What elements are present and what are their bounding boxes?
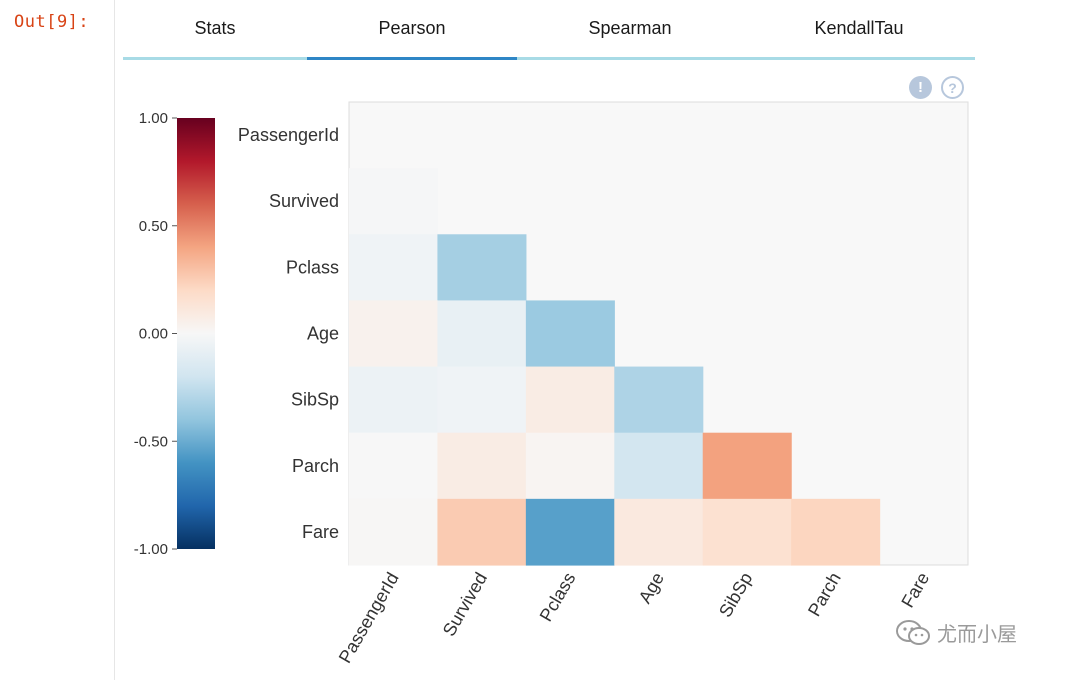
y-tick-label: Age xyxy=(307,323,339,343)
tab-stats[interactable]: Stats xyxy=(194,18,236,38)
heatmap-cell xyxy=(349,498,439,566)
heatmap-cell xyxy=(437,432,527,500)
colorbar: 1.00 0.50 0.00 -0.50 -1.00 xyxy=(134,110,215,558)
y-tick-label: PassengerId xyxy=(238,125,339,145)
y-tick-label: Fare xyxy=(302,522,339,542)
heatmap-cell xyxy=(349,300,439,368)
x-tick-label: SibSp xyxy=(715,569,756,621)
watermark: 尤而小屋 xyxy=(895,618,1017,647)
colorbar-tick-label: -1.00 xyxy=(134,541,168,558)
wechat-icon xyxy=(896,619,930,645)
heatmap-cell xyxy=(437,300,527,368)
heatmap-cell xyxy=(614,498,704,566)
x-tick-label: Survived xyxy=(439,569,491,640)
tab-spearman[interactable]: Spearman xyxy=(588,18,672,38)
heatmap-cell xyxy=(525,300,615,368)
x-tick-label: Parch xyxy=(804,569,845,620)
x-tick-label: Age xyxy=(635,569,668,607)
heatmap-cell xyxy=(614,366,704,434)
colorbar-tick-label: 0.00 xyxy=(139,326,168,343)
colorbar-gradient xyxy=(177,118,215,549)
x-axis-labels: PassengerId Survived Pclass Age SibSp Parch Fa… xyxy=(335,569,933,667)
colorbar-tick-label: 0.50 xyxy=(139,218,168,235)
watermark-text: 尤而小屋 xyxy=(937,624,1017,646)
info-icon[interactable]: ! xyxy=(909,76,932,99)
heatmap-cell xyxy=(437,234,527,302)
y-axis-labels: PassengerId Survived Pclass Age SibSp Parch Fa… xyxy=(238,125,339,542)
colorbar-tick-label: 1.00 xyxy=(139,110,168,127)
heatmap-grid xyxy=(348,101,969,566)
x-tick-label: PassengerId xyxy=(335,569,403,667)
heatmap-cell xyxy=(349,234,439,302)
heatmap-cell xyxy=(349,366,439,434)
y-tick-label: Survived xyxy=(269,191,339,211)
y-tick-label: SibSp xyxy=(291,390,339,410)
tab-kendalltau[interactable]: KendallTau xyxy=(814,18,904,38)
heatmap-cell xyxy=(525,366,615,434)
heatmap-cell xyxy=(349,168,439,235)
heatmap-cell xyxy=(614,432,704,500)
heatmap-cell xyxy=(437,366,527,434)
heatmap-cell xyxy=(702,432,792,500)
output-prompt: Out[9]: xyxy=(14,12,90,32)
cell-left-border xyxy=(114,0,115,680)
y-tick-label: Parch xyxy=(292,456,339,476)
correlation-tabs: Stats Pearson Spearman KendallTau xyxy=(123,0,975,60)
heatmap-cell xyxy=(525,432,615,500)
x-tick-label: Fare xyxy=(897,569,933,611)
heatmap-cell xyxy=(525,498,615,566)
help-icon[interactable]: ? xyxy=(941,76,964,99)
y-tick-label: Pclass xyxy=(286,257,339,277)
heatmap-cell xyxy=(702,498,792,566)
x-tick-label: Pclass xyxy=(536,569,580,625)
heatmap-cell xyxy=(791,498,881,566)
heatmap-cell xyxy=(349,432,439,500)
tab-pearson[interactable]: Pearson xyxy=(307,0,517,60)
heatmap-cell xyxy=(437,498,527,566)
colorbar-tick-label: -0.50 xyxy=(134,433,168,450)
